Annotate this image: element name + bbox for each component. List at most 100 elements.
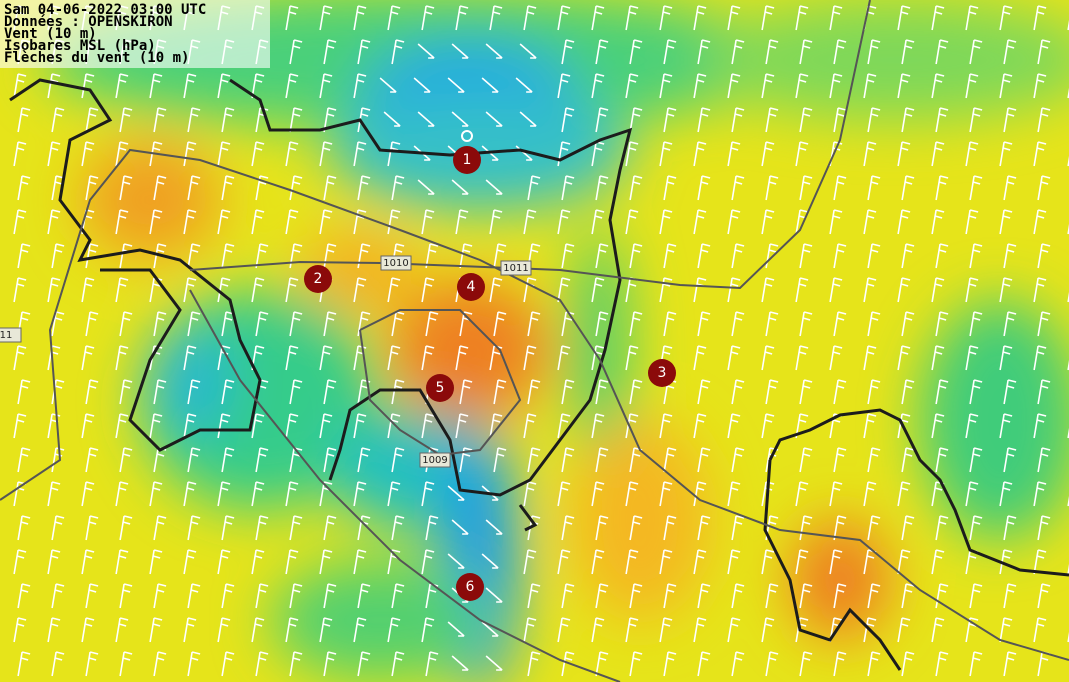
wind-arrow xyxy=(81,413,95,439)
wind-arrow xyxy=(863,277,877,303)
wind-arrow xyxy=(183,209,197,235)
wind-arrow xyxy=(1033,73,1047,99)
wind-arrow xyxy=(935,311,949,337)
wind-arrow xyxy=(697,651,711,677)
wind-arrow xyxy=(969,583,983,609)
wind-arrow xyxy=(413,77,431,93)
wind-arrow xyxy=(1037,447,1051,473)
wind-arrow xyxy=(1037,379,1051,405)
wind-arrow xyxy=(149,481,163,507)
wind-arrow xyxy=(217,141,231,167)
wind-arrow xyxy=(935,175,949,201)
wind-arrow xyxy=(863,345,877,371)
wind-arrow xyxy=(85,651,99,677)
wind-arrow xyxy=(527,651,541,677)
wind-arrow xyxy=(727,617,741,643)
wind-arrow xyxy=(663,583,677,609)
wind-arrow xyxy=(969,175,983,201)
wind-arrow xyxy=(455,209,469,235)
wind-arrow xyxy=(13,141,27,167)
wind-arrow xyxy=(799,311,813,337)
wind-arrow xyxy=(693,481,707,507)
wind-arrow xyxy=(81,481,95,507)
wind-arrow xyxy=(761,277,775,303)
wind-arrow xyxy=(153,515,167,541)
wind-arrow xyxy=(731,651,745,677)
station-point xyxy=(461,130,473,142)
wind-arrow xyxy=(561,39,575,65)
wind-arrow xyxy=(153,243,167,269)
wind-arrow xyxy=(595,39,609,65)
wind-arrow xyxy=(183,549,197,575)
wind-arrow xyxy=(115,73,129,99)
wind-arrow xyxy=(625,617,639,643)
wind-arrow xyxy=(149,617,163,643)
wind-arrow xyxy=(901,175,915,201)
wind-arrow xyxy=(697,243,711,269)
wind-arrow xyxy=(13,345,27,371)
wind-arrow xyxy=(595,651,609,677)
wind-arrow xyxy=(625,5,639,31)
wind-arrow xyxy=(829,277,843,303)
wind-arrow xyxy=(727,277,741,303)
wind-arrow xyxy=(1003,39,1017,65)
isobar-label-box xyxy=(500,260,532,276)
wind-arrow xyxy=(17,447,31,473)
wind-arrow xyxy=(863,481,877,507)
wind-arrow xyxy=(557,345,571,371)
wind-arrow xyxy=(187,243,201,269)
wind-arrow xyxy=(51,583,65,609)
wind-arrow xyxy=(183,141,197,167)
wind-arrow xyxy=(85,379,99,405)
wind-arrow xyxy=(1033,277,1047,303)
wind-arrow xyxy=(999,413,1013,439)
wind-arrow xyxy=(727,141,741,167)
wind-arrow xyxy=(353,5,367,31)
wind-arrow xyxy=(591,413,605,439)
wind-arrow xyxy=(659,141,673,167)
wind-arrow xyxy=(931,141,945,167)
wind-arrow xyxy=(187,651,201,677)
wind-arrow xyxy=(731,583,745,609)
wind-arrow xyxy=(999,481,1013,507)
wind-arrow xyxy=(183,481,197,507)
wind-arrow xyxy=(595,243,609,269)
wind-arrow xyxy=(561,379,575,405)
wind-arrow xyxy=(357,651,371,677)
wind-arrow xyxy=(47,277,61,303)
wind-arrow xyxy=(557,277,571,303)
wind-arrow xyxy=(183,617,197,643)
wind-arrow xyxy=(357,175,371,201)
wind-arrow xyxy=(901,447,915,473)
wind-arrow xyxy=(863,617,877,643)
wind-arrow xyxy=(47,617,61,643)
wind-arrow xyxy=(663,175,677,201)
wind-arrow xyxy=(897,5,911,31)
wind-arrow xyxy=(421,549,435,575)
wind-arrow xyxy=(115,345,129,371)
wind-arrow xyxy=(557,413,571,439)
wind-arrow xyxy=(493,447,507,473)
wind-arrow xyxy=(897,277,911,303)
wind-arrow xyxy=(493,311,507,337)
wind-arrow xyxy=(353,549,367,575)
wind-arrow xyxy=(765,107,779,133)
wind-arrow xyxy=(561,515,575,541)
wind-arrow xyxy=(489,413,503,439)
wind-arrow xyxy=(731,447,745,473)
isobar-label: 1011 xyxy=(503,263,528,274)
wind-arrow xyxy=(1037,311,1051,337)
wind-arrow xyxy=(387,345,401,371)
wind-arrow xyxy=(1003,107,1017,133)
wind-arrow xyxy=(1037,583,1051,609)
wind-arrow xyxy=(447,77,465,93)
wind-arrow xyxy=(353,73,367,99)
wind-arrow xyxy=(319,413,333,439)
wind-arrow xyxy=(489,209,503,235)
marker xyxy=(456,573,484,601)
wind-arrow xyxy=(795,549,809,575)
wind-arrow xyxy=(561,243,575,269)
wind-arrow xyxy=(81,141,95,167)
